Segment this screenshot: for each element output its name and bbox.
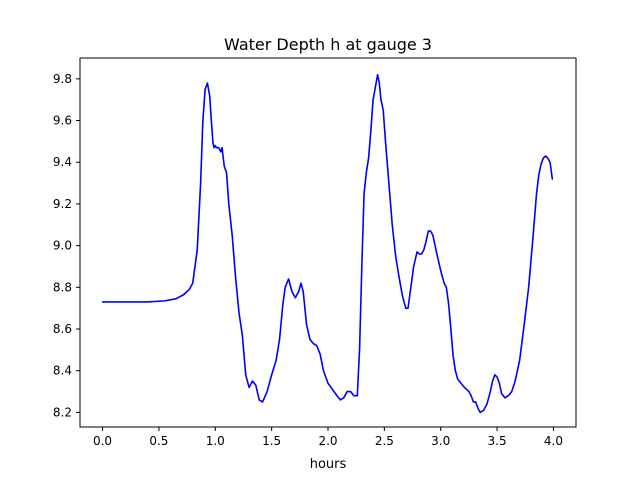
x-tick-label: 0.5 xyxy=(149,434,168,448)
x-tick-label: 1.5 xyxy=(262,434,281,448)
y-tick-label: 8.4 xyxy=(53,364,72,378)
y-tick-label: 9.0 xyxy=(53,239,72,253)
y-tick-label: 9.4 xyxy=(53,155,72,169)
plot-area: 0.0 0.5 1.0 1.5 2.0 2.5 3.0 3.5 4.0 8.2 8.4 8.6 8.8 9… xyxy=(53,57,577,448)
chart-title: Water Depth h at gauge 3 xyxy=(224,35,432,54)
data-line-0 xyxy=(101,73,554,414)
x-tick-label: 2.0 xyxy=(318,434,337,448)
x-tick-label: 4.0 xyxy=(544,434,563,448)
y-tick-label: 9.6 xyxy=(53,114,72,128)
x-tick-label: 0.0 xyxy=(93,434,112,448)
x-tick-label: 1.0 xyxy=(206,434,225,448)
y-tick-label: 8.6 xyxy=(53,322,72,336)
y-tick-label: 8.2 xyxy=(53,405,72,419)
x-tick-label: 2.5 xyxy=(375,434,394,448)
x-axis-label: hours xyxy=(310,457,347,472)
x-tick-label: 3.5 xyxy=(488,434,507,448)
y-tick-label: 9.2 xyxy=(53,197,72,211)
y-tick-label: 8.8 xyxy=(53,280,72,294)
x-tick-label: 3.0 xyxy=(431,434,450,448)
y-tick-label: 9.8 xyxy=(53,72,72,86)
